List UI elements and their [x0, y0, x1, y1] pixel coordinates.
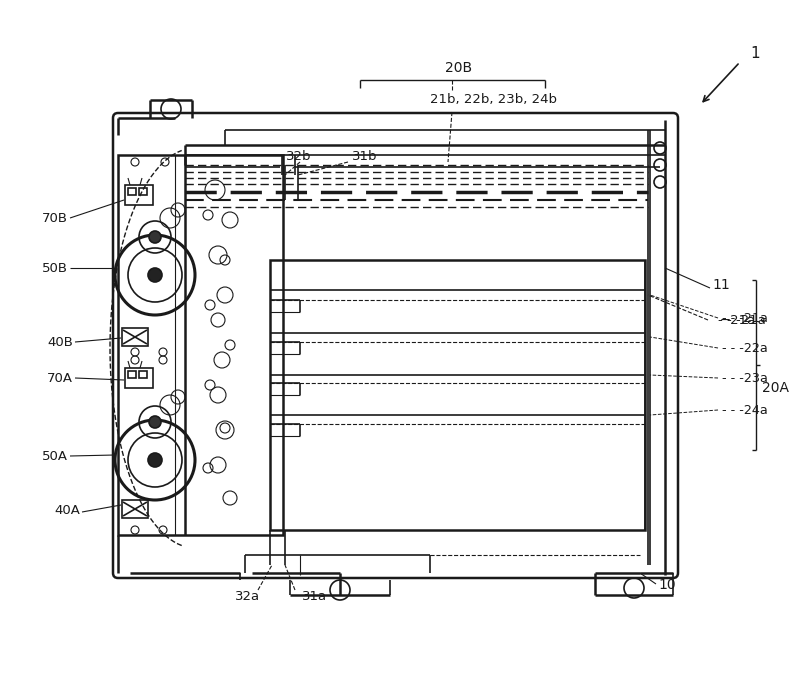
Circle shape	[148, 453, 162, 467]
Text: - - -24a: - - -24a	[722, 404, 768, 417]
Text: 11: 11	[712, 278, 730, 292]
Text: 32a: 32a	[235, 590, 260, 602]
Circle shape	[148, 268, 162, 282]
Bar	[125, 185, 153, 205]
Text: 40A: 40A	[54, 503, 80, 516]
Bar	[122, 328, 148, 346]
Text: 10: 10	[658, 578, 676, 592]
Bar	[128, 188, 136, 195]
Bar	[118, 155, 283, 535]
Circle shape	[149, 416, 161, 428]
Text: 21b, 22b, 23b, 24b: 21b, 22b, 23b, 24b	[430, 94, 557, 106]
Text: - - -21a: - - -21a	[718, 314, 766, 326]
Text: 32b: 32b	[286, 149, 311, 162]
Text: 31b: 31b	[352, 149, 378, 162]
Text: 40B: 40B	[47, 336, 73, 349]
Bar	[139, 371, 147, 378]
Bar	[139, 188, 147, 195]
Text: 20A: 20A	[762, 381, 789, 395]
Bar	[122, 500, 148, 518]
Text: 1: 1	[750, 46, 760, 61]
Circle shape	[149, 231, 161, 243]
Bar	[270, 260, 645, 530]
Text: 70B: 70B	[42, 211, 68, 225]
Bar	[125, 368, 153, 388]
Text: - - -21a: - - -21a	[722, 312, 768, 324]
Text: 20B: 20B	[445, 61, 472, 75]
Bar	[128, 371, 136, 378]
Text: 50A: 50A	[42, 450, 68, 462]
Text: −21a: −21a	[720, 314, 756, 326]
Text: - - -23a: - - -23a	[722, 371, 768, 384]
Text: - - -22a: - - -22a	[722, 341, 768, 355]
Text: 50B: 50B	[42, 262, 68, 275]
Text: 31a: 31a	[302, 590, 327, 602]
Text: 70A: 70A	[47, 371, 73, 384]
